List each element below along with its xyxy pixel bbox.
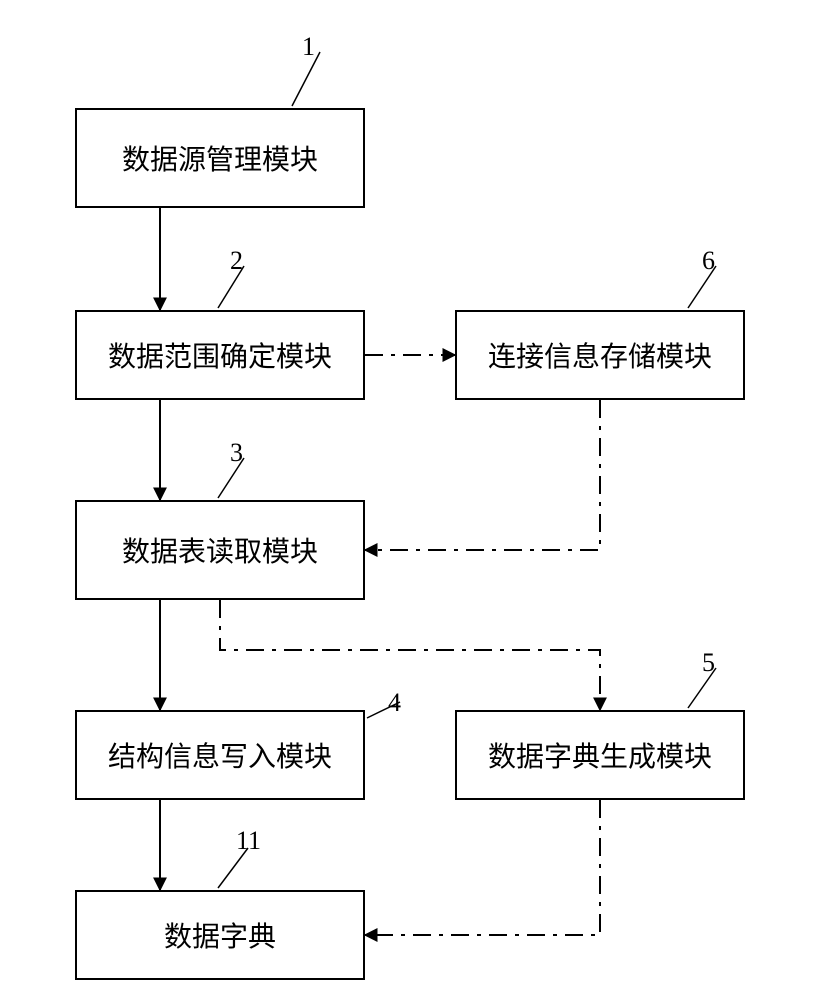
node-label: 结构信息写入模块 xyxy=(108,735,332,775)
diagram-canvas: 数据源管理模块数据范围确定模块连接信息存储模块数据表读取模块结构信息写入模块数据… xyxy=(0,0,824,1000)
node-label: 数据字典生成模块 xyxy=(488,735,712,775)
node-label: 数据字典 xyxy=(164,915,276,955)
node-number-4: 4 xyxy=(388,688,401,718)
node-n6: 连接信息存储模块 xyxy=(455,310,745,400)
node-number-2: 2 xyxy=(230,246,243,276)
node-n3: 数据表读取模块 xyxy=(75,500,365,600)
node-number-1: 1 xyxy=(302,32,315,62)
node-number-5: 5 xyxy=(702,648,715,678)
node-n11: 数据字典 xyxy=(75,890,365,980)
node-n1: 数据源管理模块 xyxy=(75,108,365,208)
node-label: 数据源管理模块 xyxy=(122,138,318,178)
node-number-3: 3 xyxy=(230,438,243,468)
node-label: 连接信息存储模块 xyxy=(488,335,712,375)
node-n5: 数据字典生成模块 xyxy=(455,710,745,800)
edge-n6-n3 xyxy=(365,400,600,550)
node-n2: 数据范围确定模块 xyxy=(75,310,365,400)
node-label: 数据表读取模块 xyxy=(122,530,318,570)
node-number-11: 11 xyxy=(236,826,261,856)
node-label: 数据范围确定模块 xyxy=(108,335,332,375)
node-n4: 结构信息写入模块 xyxy=(75,710,365,800)
edge-n3-n5 xyxy=(220,600,600,710)
node-number-6: 6 xyxy=(702,246,715,276)
edge-n5-n11 xyxy=(365,800,600,935)
